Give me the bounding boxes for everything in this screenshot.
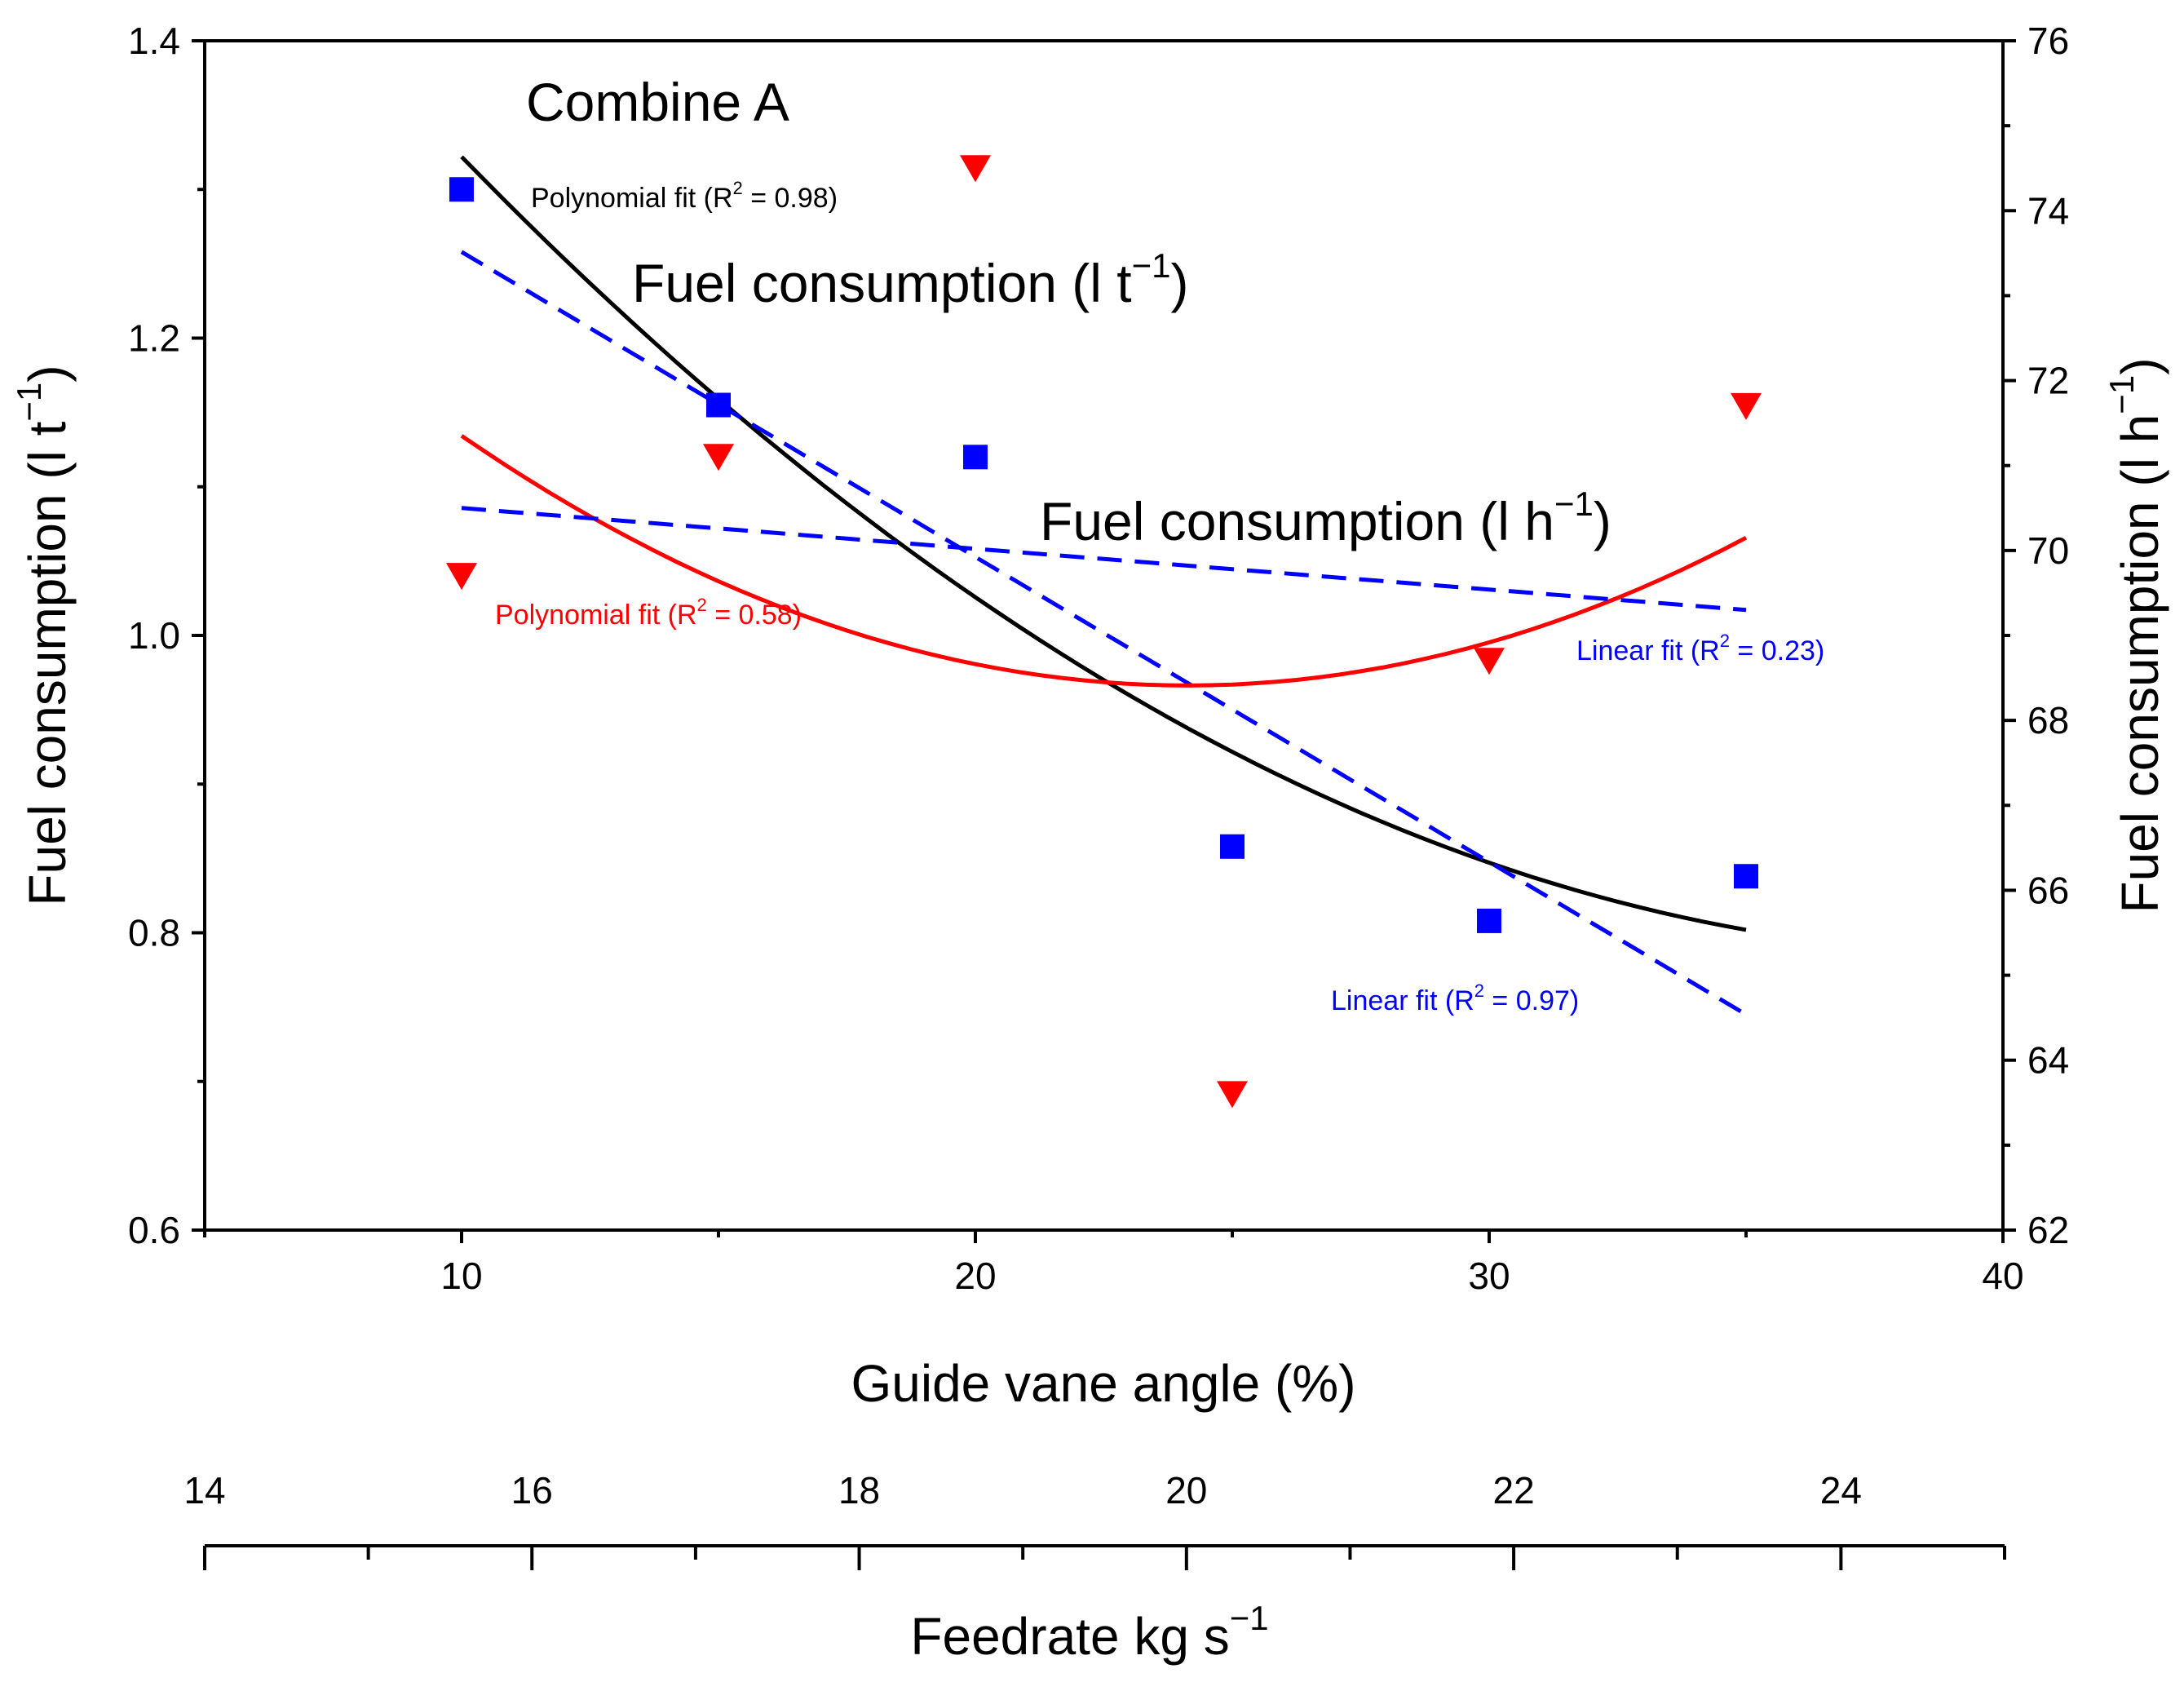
- series-lh-label-close: ): [1594, 491, 1611, 551]
- lh-data-point: [1474, 648, 1505, 675]
- y-axis-title: Fuel consumption (l t−1): [10, 365, 77, 905]
- y2-tick-label: 72: [2027, 360, 2069, 402]
- linear-fit-lt-label: Linear fit (R2 = 0.97): [1331, 980, 1579, 1016]
- y2-axis-title-sup: −1: [2102, 375, 2141, 414]
- linear-fit-lh-label-sup: 2: [1720, 631, 1730, 651]
- y-tick-label: 0.6: [128, 1209, 180, 1251]
- linear-fit-lh-label-pre: Linear fit (R: [1576, 635, 1720, 666]
- x2-axis-title-sup: −1: [1230, 1599, 1269, 1637]
- linear-fit-lh-label: Linear fit (R2 = 0.23): [1576, 631, 1824, 666]
- series-lt-label-sup: −1: [1132, 246, 1171, 285]
- linear-fit-lt-label-post: = 0.97): [1484, 985, 1579, 1016]
- series-lt-label: Fuel consumption (l t−1): [632, 246, 1188, 313]
- y2-tick-label: 66: [2027, 869, 2069, 911]
- lh-data-point: [703, 444, 734, 471]
- poly-fit-lh-label: Polynomial fit (R2 = 0.58): [495, 595, 802, 631]
- axis-ticks: 10 20 30 40 0.6 0.8 1.0 1.2 1.4 62 64 66 68 70 72 74 76 1…: [128, 20, 2069, 1570]
- data-markers: [446, 155, 1762, 1109]
- poly-fit-lh-label-post: = 0.58): [707, 600, 802, 631]
- series-lt-label-close: ): [1171, 253, 1189, 313]
- x-tick-label: 30: [1468, 1255, 1510, 1297]
- x2-tick-label: 14: [183, 1469, 225, 1512]
- lh-data-point: [446, 563, 477, 591]
- x2-tick-label: 24: [1820, 1469, 1862, 1512]
- series-lh-label: Fuel consumption (l h−1): [1040, 485, 1611, 551]
- x-tick-label: 40: [1982, 1255, 2023, 1297]
- y2-axis-title-close: ): [2111, 357, 2169, 374]
- poly-fit-lh-label-sup: 2: [697, 595, 707, 615]
- linear-fit-l-t-line: [460, 250, 1748, 1016]
- x2-tick-label: 16: [511, 1469, 553, 1512]
- fit-lines: [460, 155, 1748, 1016]
- linear-fit-lh-label-post: = 0.23): [1730, 635, 1824, 666]
- y2-tick-label: 62: [2027, 1209, 2069, 1251]
- y-tick-label: 1.2: [128, 317, 180, 360]
- y-axis-title-close: ): [18, 365, 77, 382]
- series-lh-label-sup: −1: [1554, 485, 1594, 523]
- x2-tick-label: 20: [1165, 1469, 1207, 1512]
- x-tick-label: 10: [440, 1255, 482, 1297]
- poly-fit-lh-label-pre: Polynomial fit (R: [495, 600, 697, 631]
- y2-tick-label: 68: [2027, 699, 2069, 741]
- y-tick-label: 1.0: [128, 614, 180, 657]
- polynomial-fit-l-h-line: [460, 434, 1748, 688]
- y2-axis-title: Fuel consumption (l h−1): [2102, 357, 2169, 913]
- x2-axis-title: Feedrate kg s−1: [910, 1599, 1268, 1666]
- lt-data-point: [963, 445, 988, 470]
- y2-axis-title-main: Fuel consumption (l h: [2111, 414, 2169, 914]
- x2-tick-label: 18: [838, 1469, 880, 1512]
- y-axis-title-sup: −1: [10, 383, 48, 422]
- lt-data-point: [449, 177, 474, 202]
- lt-data-point: [1477, 908, 1501, 933]
- linear-fit-l-h-line: [461, 506, 1747, 613]
- lh-data-point: [1217, 1081, 1248, 1109]
- y2-tick-label: 70: [2027, 529, 2069, 572]
- lt-data-point: [1220, 834, 1245, 859]
- y-axis-title-main: Fuel consumption (l t: [18, 421, 77, 905]
- y2-tick-label: 74: [2027, 189, 2069, 232]
- poly-fit-lt-label-sup: 2: [733, 178, 743, 198]
- poly-fit-lt-label-post: = 0.98): [743, 183, 838, 214]
- x2-axis-title-main: Feedrate kg s: [910, 1607, 1229, 1666]
- y2-tick-label: 64: [2027, 1039, 2069, 1082]
- poly-fit-lt-label: Polynomial fit (R2 = 0.98): [531, 178, 838, 214]
- combine-label: Combine A: [526, 72, 789, 132]
- linear-fit-lt-label-pre: Linear fit (R: [1331, 985, 1474, 1016]
- x-tick-label: 20: [954, 1255, 996, 1297]
- lh-data-point: [1731, 392, 1762, 420]
- x-axis-title: Guide vane angle (%): [851, 1354, 1355, 1413]
- linear-fit-lt-label-sup: 2: [1474, 980, 1484, 1001]
- y2-tick-label: 76: [2027, 20, 2069, 62]
- lh-data-point: [960, 155, 991, 183]
- series-lh-label-main: Fuel consumption (l h: [1040, 491, 1554, 551]
- lt-data-point: [706, 392, 731, 418]
- lt-data-point: [1734, 864, 1758, 889]
- poly-fit-lt-label-pre: Polynomial fit (R: [531, 183, 733, 214]
- y-tick-label: 1.4: [128, 20, 180, 62]
- series-lt-label-main: Fuel consumption (l t: [632, 253, 1132, 313]
- x2-tick-label: 22: [1493, 1469, 1535, 1512]
- y-tick-label: 0.8: [128, 912, 180, 954]
- polynomial-fit-l-t-line: [460, 155, 1747, 932]
